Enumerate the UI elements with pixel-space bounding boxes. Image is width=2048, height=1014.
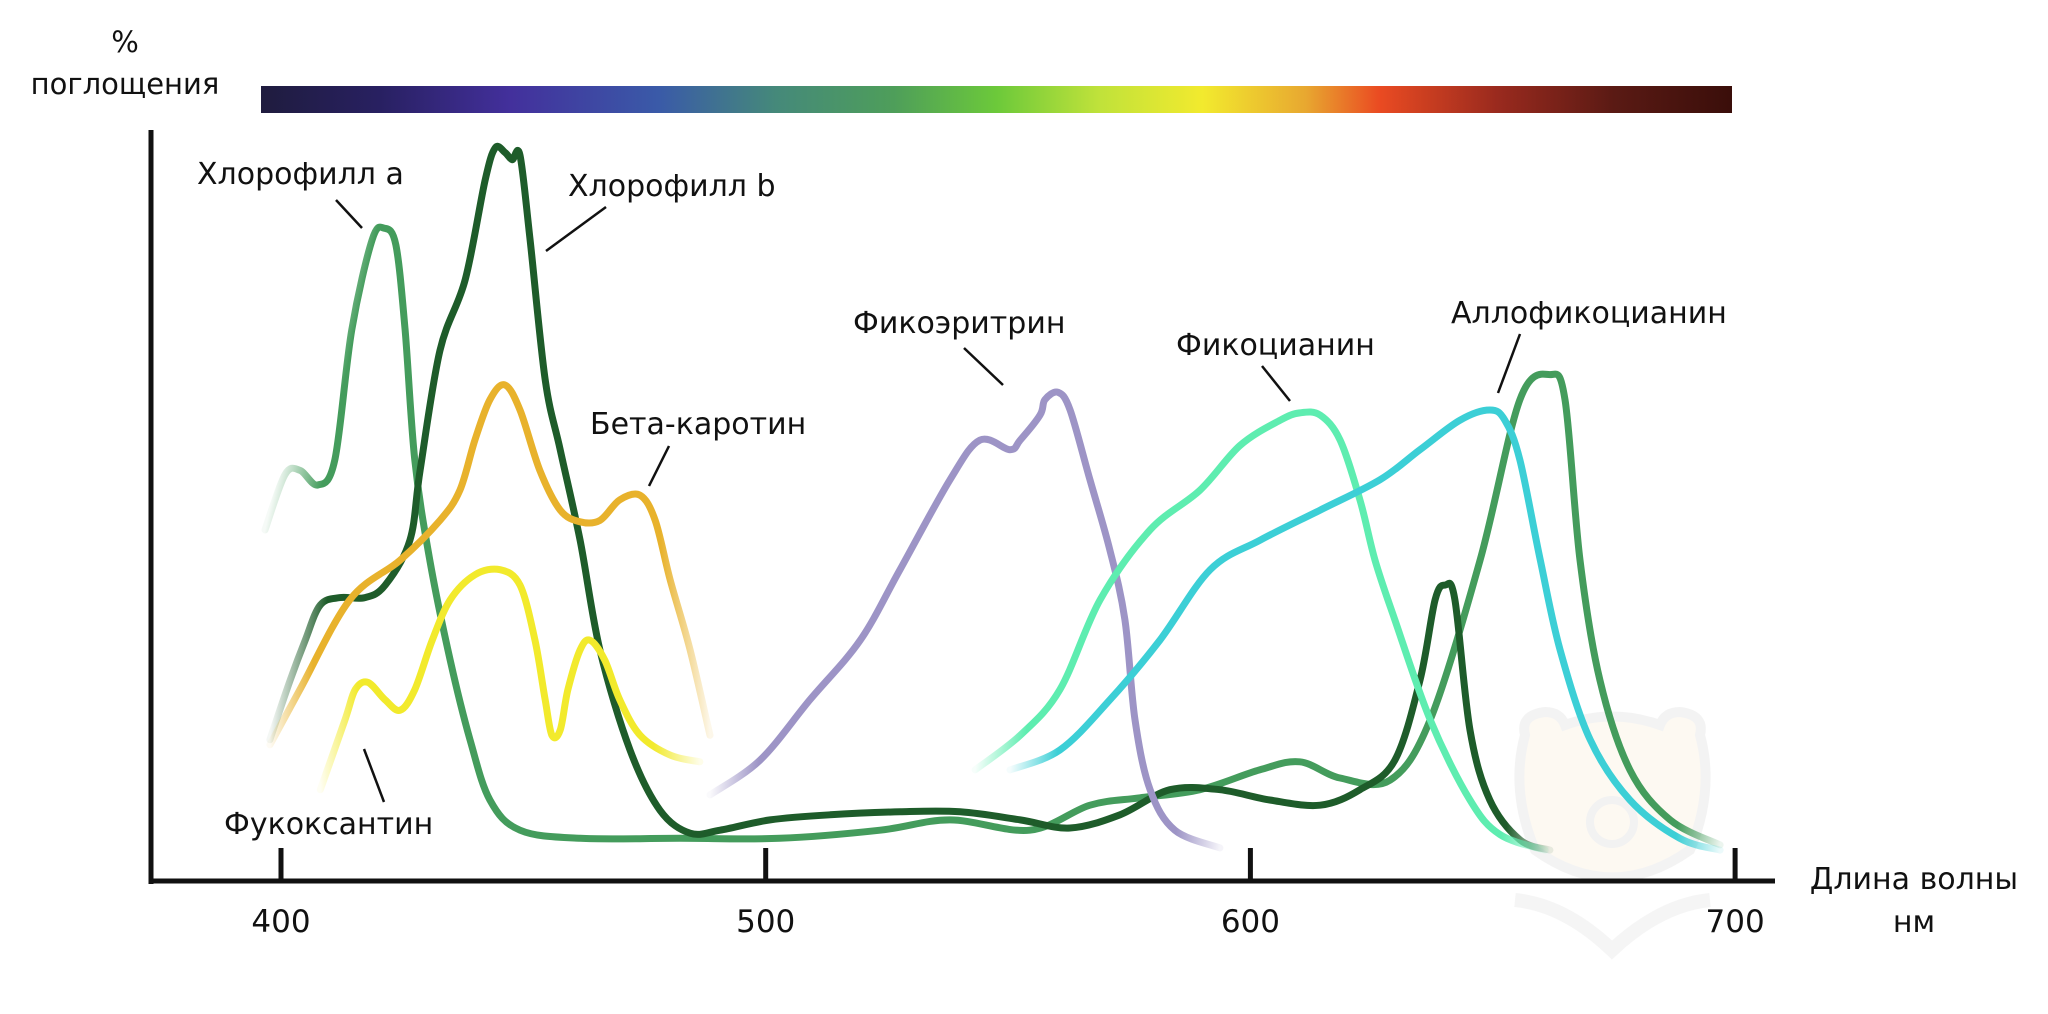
annotation-label: Фикоэритрин: [853, 306, 1065, 341]
series-line-5: [706, 388, 1224, 852]
leader-line: [545, 205, 607, 253]
leader-line: [1261, 365, 1291, 402]
spectrum-color-bar: [261, 86, 1732, 113]
annotation-label: Бета-каротин: [590, 407, 806, 442]
annotation-chlorophyll-b: Хлорофилл b: [545, 169, 776, 253]
annotation-label: Хлорофилл b: [568, 169, 776, 204]
series-line-7: [1006, 406, 1724, 854]
x-axis-label-line1: Длина волны: [1810, 862, 2018, 897]
annotation-phycocyanin: Фикоцианин: [1176, 328, 1375, 402]
x-axis-ticks: 400 500 600 700: [251, 848, 1765, 940]
leader-line: [963, 347, 1004, 386]
annotation-phycoerythrin: Фикоэритрин: [853, 306, 1065, 386]
series-line-6: [971, 408, 1549, 854]
leader-line: [647, 445, 671, 487]
x-tick-label: 600: [1221, 904, 1280, 940]
leader-line: [1496, 333, 1522, 394]
annotation-fucoxanthin: Фукоксантин: [224, 748, 433, 842]
series-line-2: [266, 142, 1554, 854]
annotation-label: Хлорофилл a: [197, 157, 404, 192]
leader-line: [335, 199, 363, 229]
annotation-label: Аллофикоцианин: [1451, 296, 1727, 331]
series-line-4: [316, 565, 704, 794]
x-tick-label: 500: [736, 904, 795, 940]
annotation-label: Фикоцианин: [1176, 328, 1375, 363]
annotation-chlorophyll-a: Хлорофилл a: [197, 157, 404, 229]
y-axis-label-line2: поглощения: [31, 67, 220, 101]
watermark-logo: [1514, 706, 1711, 960]
x-tick-label: 700: [1706, 904, 1765, 940]
y-axis-label-line1: %: [111, 25, 139, 59]
curves: [261, 142, 1724, 854]
series-line-1: [261, 223, 1724, 849]
series-line-3: [266, 381, 714, 749]
annotation-beta-carotene: Бета-каротин: [590, 407, 806, 487]
x-tick-label: 400: [251, 904, 310, 940]
leader-line: [362, 748, 386, 803]
annotation-label: Фукоксантин: [224, 807, 433, 842]
annotation-allophycocyanin: Аллофикоцианин: [1451, 296, 1727, 394]
x-axis-label-line2: нм: [1893, 905, 1935, 940]
